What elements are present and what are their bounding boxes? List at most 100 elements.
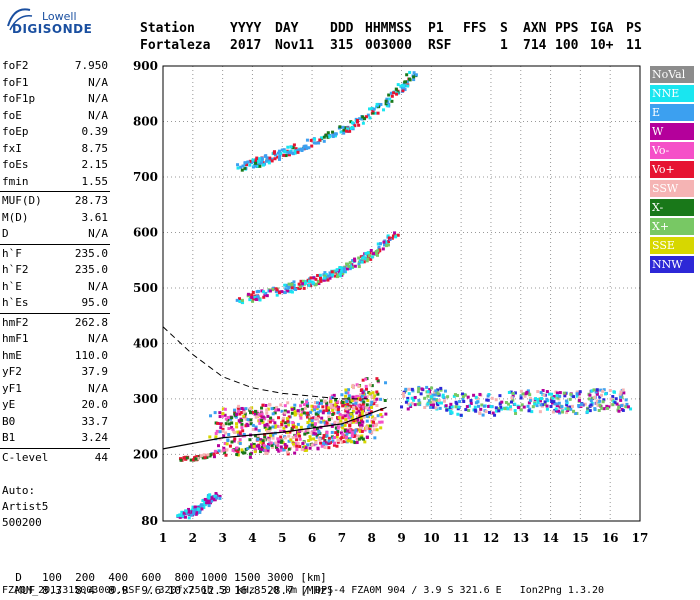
echo-point (280, 409, 284, 413)
echo-point (287, 282, 291, 286)
echo-point (253, 450, 257, 454)
echo-point (329, 441, 333, 445)
echo-point (400, 86, 404, 90)
param-separator (0, 191, 110, 192)
echo-point (353, 124, 357, 128)
echo-point (230, 440, 234, 444)
param-foF1p: foF1p N/A (2, 91, 108, 107)
echo-point (281, 419, 285, 423)
echo-point (384, 381, 388, 385)
echo-point (362, 415, 366, 419)
echo-point (225, 448, 229, 452)
echo-point (416, 390, 420, 394)
legend-x-: X+ (650, 218, 694, 235)
echo-point (353, 404, 357, 408)
echo-point (305, 146, 309, 150)
echo-point (313, 401, 317, 405)
echo-point (277, 416, 281, 420)
echo-point (326, 131, 330, 135)
echo-point (265, 411, 269, 415)
echo-point (547, 392, 551, 396)
echo-point (370, 255, 374, 259)
echo-point (357, 384, 361, 388)
echo-point (296, 441, 300, 445)
echo-point (287, 439, 291, 443)
echo-point (242, 410, 246, 414)
echo-point (513, 391, 517, 395)
echo-point (283, 436, 287, 440)
echo-point (251, 290, 255, 294)
legend-ssw: SSW (650, 180, 694, 197)
echo-point (295, 444, 299, 448)
echo-point (193, 508, 197, 512)
echo-point (454, 400, 458, 404)
echo-point (271, 436, 275, 440)
param-name: yF2 (2, 365, 22, 378)
echo-point (600, 406, 604, 410)
param-foF2: foF2 7.950 (2, 58, 108, 74)
echo-point (353, 257, 357, 261)
echo-point (323, 399, 327, 403)
echo-point (273, 153, 277, 157)
echo-point (554, 390, 558, 394)
x-tick-label: 14 (542, 531, 559, 545)
echo-point (205, 455, 209, 459)
echo-point (327, 415, 331, 419)
echo-point (578, 390, 582, 394)
echo-point (369, 410, 373, 414)
echo-point (408, 70, 412, 74)
echo-point (419, 392, 423, 396)
echo-point (301, 407, 305, 411)
echo-point (545, 390, 549, 394)
echo-point (246, 160, 250, 164)
echo-point (279, 448, 283, 452)
echo-point (318, 409, 322, 413)
echo-point (316, 412, 320, 416)
echo-point (192, 510, 196, 514)
echo-point (382, 240, 386, 244)
legend-vo-: Vo- (650, 142, 694, 159)
echo-point (333, 436, 337, 440)
echo-point (446, 395, 450, 399)
echo-point (299, 425, 303, 429)
echo-point (290, 407, 294, 411)
echo-point (365, 406, 369, 410)
echo-point (539, 403, 543, 407)
echo-point (343, 126, 347, 130)
echo-point (193, 505, 197, 509)
echo-point (199, 505, 203, 509)
param-yF2: yF2 37.9 (2, 364, 108, 380)
echo-point (472, 393, 476, 397)
echo-point (392, 91, 396, 95)
echo-point (341, 125, 345, 129)
echo-point (375, 252, 379, 256)
echo-point (426, 390, 430, 394)
echo-point (281, 448, 285, 452)
echo-point (361, 405, 365, 409)
param-D: D N/A (2, 226, 108, 242)
echo-point (371, 391, 375, 395)
echo-point (390, 236, 394, 240)
echo-point (182, 456, 186, 460)
x-tick-label: 3 (218, 531, 226, 545)
echo-point (210, 496, 214, 500)
echo-point (318, 273, 322, 277)
echo-point (261, 445, 265, 449)
height-profile-line (162, 406, 387, 450)
echo-point (255, 290, 259, 294)
legend-x-: X- (650, 199, 694, 216)
echo-point (306, 430, 310, 434)
echo-point (336, 440, 340, 444)
echo-point (339, 419, 343, 423)
echo-point (430, 386, 434, 390)
auto-line-1: Auto: (2, 484, 36, 497)
echo-point (461, 395, 465, 399)
echo-point (617, 405, 621, 409)
echo-point (332, 443, 336, 447)
echo-point (394, 87, 398, 91)
echo-point (412, 78, 416, 82)
echo-point (310, 144, 314, 148)
echo-point (530, 410, 534, 414)
echo-point (486, 398, 490, 402)
echo-point (370, 430, 374, 434)
